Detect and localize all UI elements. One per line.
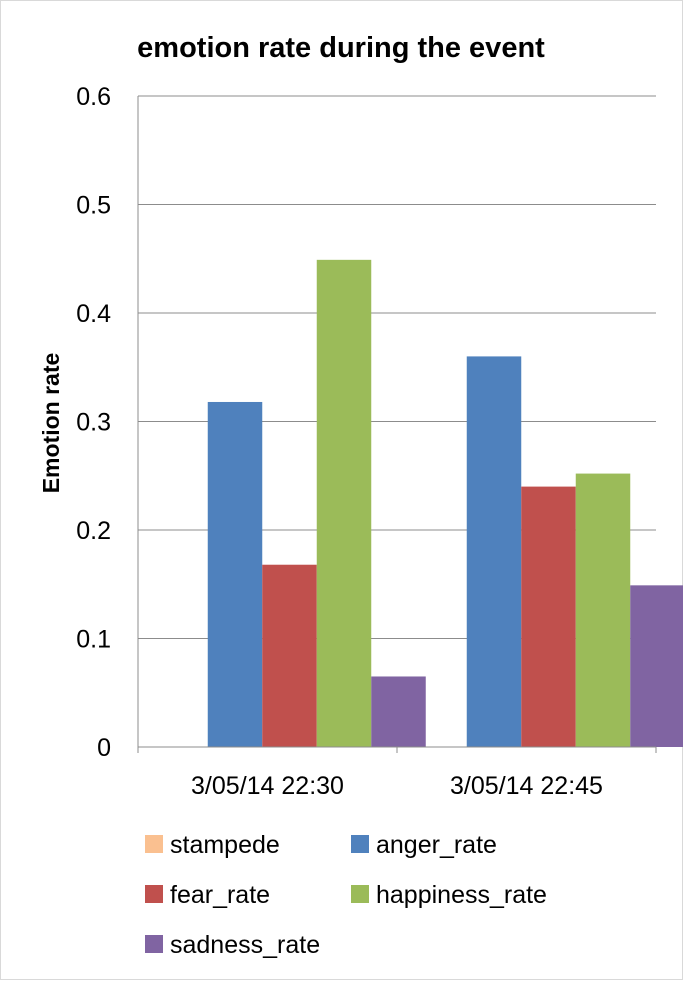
x-tick-label: 3/05/14 22:30: [191, 772, 344, 800]
chart-title: emotion rate during the event: [137, 32, 545, 64]
legend-swatch-stampede: [145, 835, 163, 853]
y-tick-label: 0.4: [76, 300, 111, 328]
y-tick-label: 0.6: [76, 83, 111, 111]
legend: stampede anger_rate fear_rate happiness_rat…: [145, 831, 547, 959]
legend-label-happiness-rate: happiness_rate: [376, 881, 547, 909]
bar-happiness-rate-1: [316, 259, 372, 747]
y-tick-label: 0.2: [76, 517, 111, 545]
x-tick-labels: 3/05/14 22:30 3/05/14 22:45: [191, 772, 603, 800]
y-tick-labels: 0 0.1 0.2 0.3 0.4 0.5 0.6: [76, 83, 111, 762]
y-axis-label: Emotion rate: [38, 353, 64, 494]
y-tick-label: 0.5: [76, 192, 111, 220]
axes: [137, 96, 657, 753]
bar-happiness-rate-2: [575, 473, 631, 747]
x-tick-label: 3/05/14 22:45: [450, 772, 603, 800]
legend-swatch-fear-rate: [145, 885, 163, 903]
bar-fear-rate-1: [262, 564, 317, 747]
legend-swatch-sadness-rate: [145, 935, 163, 953]
bar-sadness-rate-2: [630, 585, 683, 747]
y-tick-label: 0.1: [76, 626, 111, 654]
bars: [207, 259, 683, 747]
legend-label-stampede: stampede: [170, 831, 280, 859]
bar-fear-rate-2: [521, 486, 576, 747]
legend-label-fear-rate: fear_rate: [170, 881, 270, 909]
legend-swatch-anger-rate: [351, 835, 369, 853]
legend-label-anger-rate: anger_rate: [376, 831, 497, 859]
y-tick-label: 0: [97, 734, 111, 762]
y-tick-label: 0.3: [76, 409, 111, 437]
legend-swatch-happiness-rate: [351, 885, 369, 903]
bar-anger-rate-1: [207, 401, 263, 747]
bar-sadness-rate-1: [371, 676, 426, 747]
bar-anger-rate-2: [466, 356, 522, 747]
legend-label-sadness-rate: sadness_rate: [170, 931, 320, 959]
